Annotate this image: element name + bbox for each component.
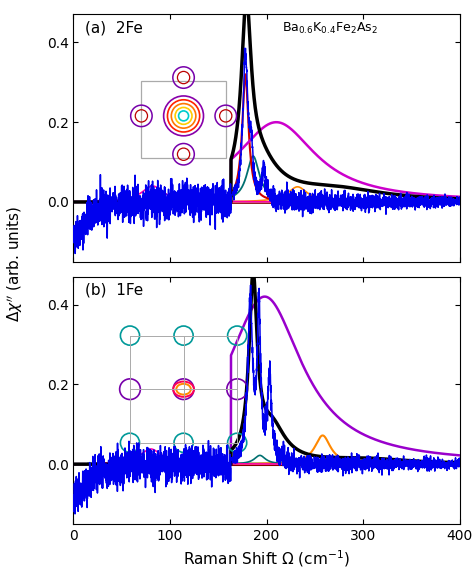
Text: $\Delta\chi''$ (arb. units): $\Delta\chi''$ (arb. units) bbox=[6, 205, 25, 322]
X-axis label: Raman Shift $\Omega$ (cm$^{-1}$): Raman Shift $\Omega$ (cm$^{-1}$) bbox=[183, 548, 350, 569]
Text: Ba$_{0.6}$K$_{0.4}$Fe$_2$As$_2$: Ba$_{0.6}$K$_{0.4}$Fe$_2$As$_2$ bbox=[282, 21, 378, 36]
Text: (a)  2Fe: (a) 2Fe bbox=[85, 21, 143, 36]
Text: (b)  1Fe: (b) 1Fe bbox=[85, 283, 143, 298]
